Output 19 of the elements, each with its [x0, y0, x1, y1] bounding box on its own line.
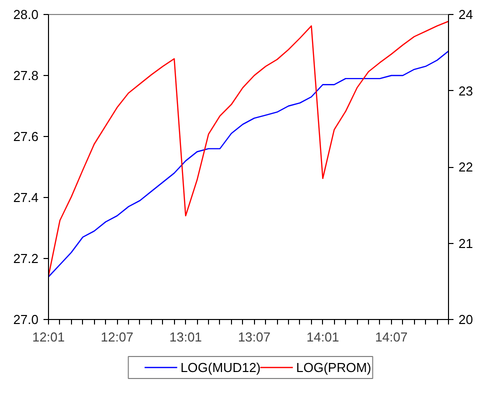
legend-label: LOG(PROM) — [296, 360, 372, 375]
y-tick-label: 27.8 — [13, 68, 39, 83]
x-tick-label: 12:07 — [100, 330, 134, 344]
y2-tick-label: 20 — [458, 312, 473, 327]
y2-tick-label: 22 — [458, 160, 473, 174]
x-tick-label: 12:01 — [32, 330, 65, 344]
y-tick-label: 27.4 — [13, 190, 39, 205]
y-tick-label: 28.0 — [13, 7, 39, 22]
x-tick-label: 13:01 — [169, 330, 202, 344]
legend-label: LOG(MUD12) — [180, 360, 261, 375]
y2-tick-label: 23 — [458, 83, 473, 98]
y-tick-label: 27.6 — [13, 129, 39, 144]
y-tick-label: 27.2 — [13, 251, 39, 266]
y2-tick-label: 21 — [458, 236, 473, 251]
x-tick-label: 14:01 — [306, 330, 340, 344]
x-tick-label: 14:07 — [375, 330, 408, 344]
y-tick-label: 27.0 — [13, 312, 39, 327]
y2-tick-label: 24 — [458, 7, 473, 22]
x-tick-label: 13:07 — [238, 330, 270, 344]
